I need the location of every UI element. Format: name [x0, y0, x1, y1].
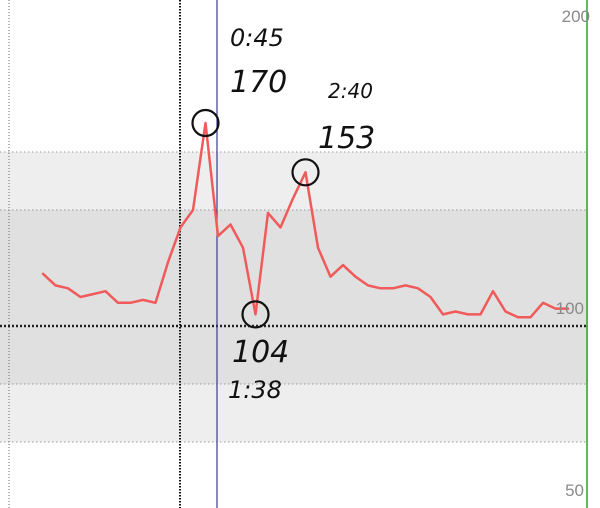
- y-tick-50: 50: [565, 481, 584, 500]
- annotation-circle-second-peak: [291, 158, 320, 187]
- annotation-value-second-peak: 153: [318, 121, 375, 156]
- grid-lines: [0, 151, 588, 443]
- zone-band-2: [0, 210, 588, 326]
- zone-bands: [0, 152, 588, 442]
- annotation-circle-peak: [191, 108, 220, 138]
- annotation-value-dip: 104: [232, 335, 289, 370]
- series-layer: [41, 108, 570, 329]
- annotation-value-peak: 170: [230, 65, 287, 100]
- y-axis-ticks: 200 100 50: [556, 7, 590, 500]
- annotation-time-second-peak: 2:40: [328, 79, 373, 103]
- zone-band-1: [0, 326, 588, 384]
- annotation-circle-dip: [241, 300, 270, 329]
- y-tick-100: 100: [556, 299, 584, 318]
- vertical-markers: [8, 0, 588, 508]
- zone-band-0: [0, 384, 588, 442]
- annotations: 0:45 170 2:40 153 104 1:38: [228, 24, 375, 404]
- zone-band-3: [0, 152, 588, 210]
- y-tick-200: 200: [562, 7, 590, 26]
- annotation-time-peak: 0:45: [230, 24, 284, 52]
- annotation-time-dip: 1:38: [228, 376, 282, 404]
- series-line: [41, 121, 570, 319]
